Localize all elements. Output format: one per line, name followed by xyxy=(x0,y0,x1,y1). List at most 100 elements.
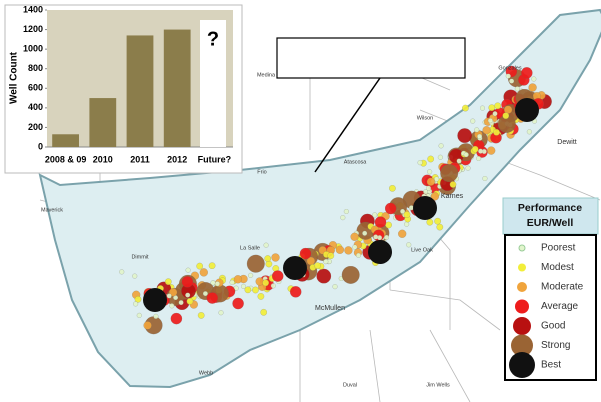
callout-line xyxy=(314,77,381,173)
well-dot xyxy=(136,312,142,318)
well-dot xyxy=(185,267,191,273)
y-tick-label: 200 xyxy=(28,122,43,132)
well-dot xyxy=(456,158,462,164)
county-label: Atascosa xyxy=(344,159,368,165)
well-dot xyxy=(332,284,338,290)
well-dot xyxy=(185,292,191,298)
legend-title-box xyxy=(502,197,599,235)
legend-swatch xyxy=(515,299,529,314)
well-dot xyxy=(477,133,483,139)
well-dot xyxy=(427,169,433,175)
well-dot xyxy=(199,268,208,277)
well-dot xyxy=(521,67,533,79)
well-dot xyxy=(463,152,469,158)
well-dot xyxy=(133,301,139,307)
well-dot xyxy=(143,321,152,330)
well-dot xyxy=(208,262,216,270)
well-dot xyxy=(262,279,270,287)
well-dot xyxy=(426,185,432,191)
well-dot xyxy=(169,303,175,309)
well-dot xyxy=(356,252,362,258)
well-dot xyxy=(502,112,510,120)
well-dot xyxy=(181,276,194,288)
legend-label: Strong xyxy=(541,340,570,351)
well-dot xyxy=(437,154,443,160)
well-dot xyxy=(398,229,407,238)
well-dot xyxy=(526,129,532,135)
well-dot xyxy=(252,286,259,294)
well-dot xyxy=(244,286,252,294)
well-dot xyxy=(362,230,368,236)
well-dot xyxy=(373,234,379,240)
bar xyxy=(89,98,117,147)
legend-swatch xyxy=(517,282,527,292)
well-dot xyxy=(166,293,172,299)
well-dot xyxy=(218,310,224,316)
well-dot xyxy=(478,148,484,154)
annotation: ? xyxy=(207,28,219,50)
well-dot xyxy=(186,297,194,305)
well-dot xyxy=(404,221,410,227)
x-tick-label: 2010 xyxy=(93,154,113,164)
well-dot xyxy=(494,102,502,110)
well-dot xyxy=(476,156,482,162)
well-dot xyxy=(474,127,480,133)
well-dot xyxy=(426,177,435,186)
well-dot xyxy=(505,73,511,79)
well-dot xyxy=(449,181,457,188)
well-dot xyxy=(246,254,265,273)
well-dot xyxy=(482,176,488,182)
legend-swatch xyxy=(518,244,526,252)
well-dot xyxy=(427,155,435,163)
well-dot xyxy=(241,283,247,289)
legend-title: EUR/Well xyxy=(527,217,574,229)
well-dot xyxy=(264,255,272,262)
well-dot xyxy=(206,292,218,304)
well-dot xyxy=(170,312,183,325)
legend-label: Modest xyxy=(541,262,574,273)
well-dot xyxy=(229,279,235,285)
legend-label: Good xyxy=(541,321,565,332)
y-tick-label: 1400 xyxy=(23,4,43,14)
well-dot xyxy=(400,208,406,214)
well-dot xyxy=(436,223,444,231)
well-dot xyxy=(480,105,486,111)
inset-chart: 0 200 400 600 800 1000 1200 1400 2008 & 09 2010 20… xyxy=(23,4,233,164)
well-dot xyxy=(290,286,302,298)
y-tick-label: 600 xyxy=(28,83,43,93)
legend-swatch xyxy=(513,317,531,335)
well-dot xyxy=(248,272,254,278)
well-dot xyxy=(531,76,537,82)
county-label: Medina xyxy=(257,72,276,78)
well-dot xyxy=(270,283,276,289)
well-dot xyxy=(515,98,539,122)
well-dot xyxy=(471,145,479,153)
well-dot xyxy=(119,269,125,275)
well-dot xyxy=(509,78,515,84)
county-label: Jim Wells xyxy=(426,382,450,388)
y-tick-label: 800 xyxy=(28,63,43,73)
well-dot xyxy=(153,313,159,319)
county-label: Duval xyxy=(343,382,357,388)
well-dot xyxy=(197,312,205,319)
well-dot xyxy=(232,297,244,310)
future-bar xyxy=(200,20,226,147)
well-dot xyxy=(514,86,520,92)
well-dot xyxy=(233,275,242,284)
well-dot xyxy=(316,268,332,284)
well-dot xyxy=(350,232,359,241)
well-dot xyxy=(487,118,493,124)
well-dot xyxy=(430,192,439,201)
well-dot xyxy=(426,218,434,226)
legend-title: Performance xyxy=(518,202,582,214)
well-dot xyxy=(413,196,437,220)
well-dot xyxy=(385,221,392,229)
well-dot xyxy=(344,246,353,255)
y-tick-label: 400 xyxy=(28,102,43,112)
legend: Poorest Modest Moderate Average Good Strong Be… xyxy=(509,243,584,378)
bar xyxy=(126,35,154,147)
well-dot xyxy=(271,253,280,262)
legend-swatch xyxy=(518,263,526,272)
well-dot xyxy=(260,308,268,316)
well-dot xyxy=(440,164,459,183)
